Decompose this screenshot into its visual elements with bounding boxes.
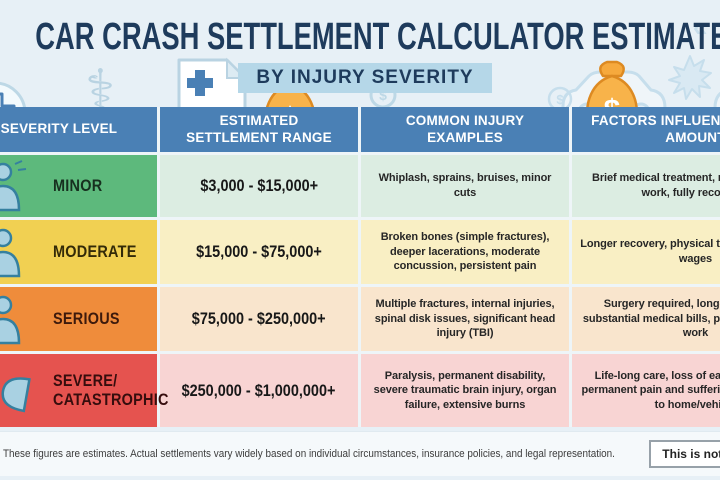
factors-cell: Surgery required, long-term impact, subs…: [572, 287, 720, 351]
factors-cell: Life-long care, loss of earning capacity…: [572, 354, 720, 427]
severity-label: MINOR: [53, 175, 103, 195]
severity-cell-moderate: MODERATE: [0, 220, 157, 284]
examples-cell: Whiplash, sprains, bruises, minor cuts: [361, 155, 569, 217]
severity-label: MODERATE: [53, 241, 137, 261]
injured-person-icon: [0, 295, 21, 345]
range-cell: $3,000 - $15,000+: [160, 155, 358, 217]
severity-cell-severe-catastrophic: SEVERE/ CATASTROPHIC: [0, 354, 168, 427]
factors-cell: Longer recovery, physical therapy, some …: [572, 220, 720, 284]
svg-text:$: $: [379, 87, 387, 103]
range-cell: $75,000 - $250,000+: [160, 287, 358, 351]
range-cell: $15,000 - $75,000+: [160, 220, 358, 284]
examples-cell: Broken bones (simple fractures), deeper …: [361, 220, 569, 284]
range-cell: $250,000 - $1,000,000+: [160, 354, 358, 427]
page-title: CAR CRASH SETTLEMENT CALCULATOR ESTIMATE…: [35, 16, 720, 58]
disclaimer-text: These figures are estimates. Actual sett…: [3, 448, 615, 460]
chevrons-decoration-icon: «: [693, 12, 708, 42]
column-header-range: ESTIMATED SETTLEMENT RANGE: [160, 107, 358, 152]
factors-cell: Brief medical treatment, minimal missed …: [572, 155, 720, 217]
range-value: $250,000 - $1,000,000+: [182, 380, 336, 400]
subtitle-chip: BY INJURY SEVERITY: [238, 63, 492, 93]
range-value: $15,000 - $75,000+: [196, 242, 322, 261]
severity-table: INJURY SEVERITY LEVEL ESTIMATED SETTLEME…: [0, 107, 720, 427]
injured-person-icon: [0, 160, 27, 212]
injured-person-icon: [0, 228, 21, 278]
examples-cell: Paralysis, permanent disability, severe …: [361, 354, 569, 427]
severity-cell-minor: MINOR: [0, 155, 157, 217]
svg-text:$: $: [556, 92, 564, 107]
severity-label: SERIOUS: [53, 308, 120, 328]
severity-label: SEVERE/ CATASTROPHIC: [53, 370, 169, 409]
column-header-severity: INJURY SEVERITY LEVEL: [0, 107, 157, 152]
column-header-factors: FACTORS INFLUENCING FINAL AMOUNT: [572, 107, 720, 152]
subtitle-band: BY INJURY SEVERITY: [0, 63, 720, 93]
footer-band: These figures are estimates. Actual sett…: [0, 431, 720, 476]
legal-note-box: This is not legal advice.: [649, 440, 720, 468]
range-value: $75,000 - $250,000+: [192, 309, 326, 328]
column-header-examples: COMMON INJURY EXAMPLES: [361, 107, 569, 152]
lying-injured-person-icon: [1, 376, 31, 412]
examples-cell: Multiple fractures, internal injuries, s…: [361, 287, 569, 351]
severity-cell-serious: SERIOUS: [0, 287, 157, 351]
range-value: $3,000 - $15,000+: [200, 176, 318, 195]
